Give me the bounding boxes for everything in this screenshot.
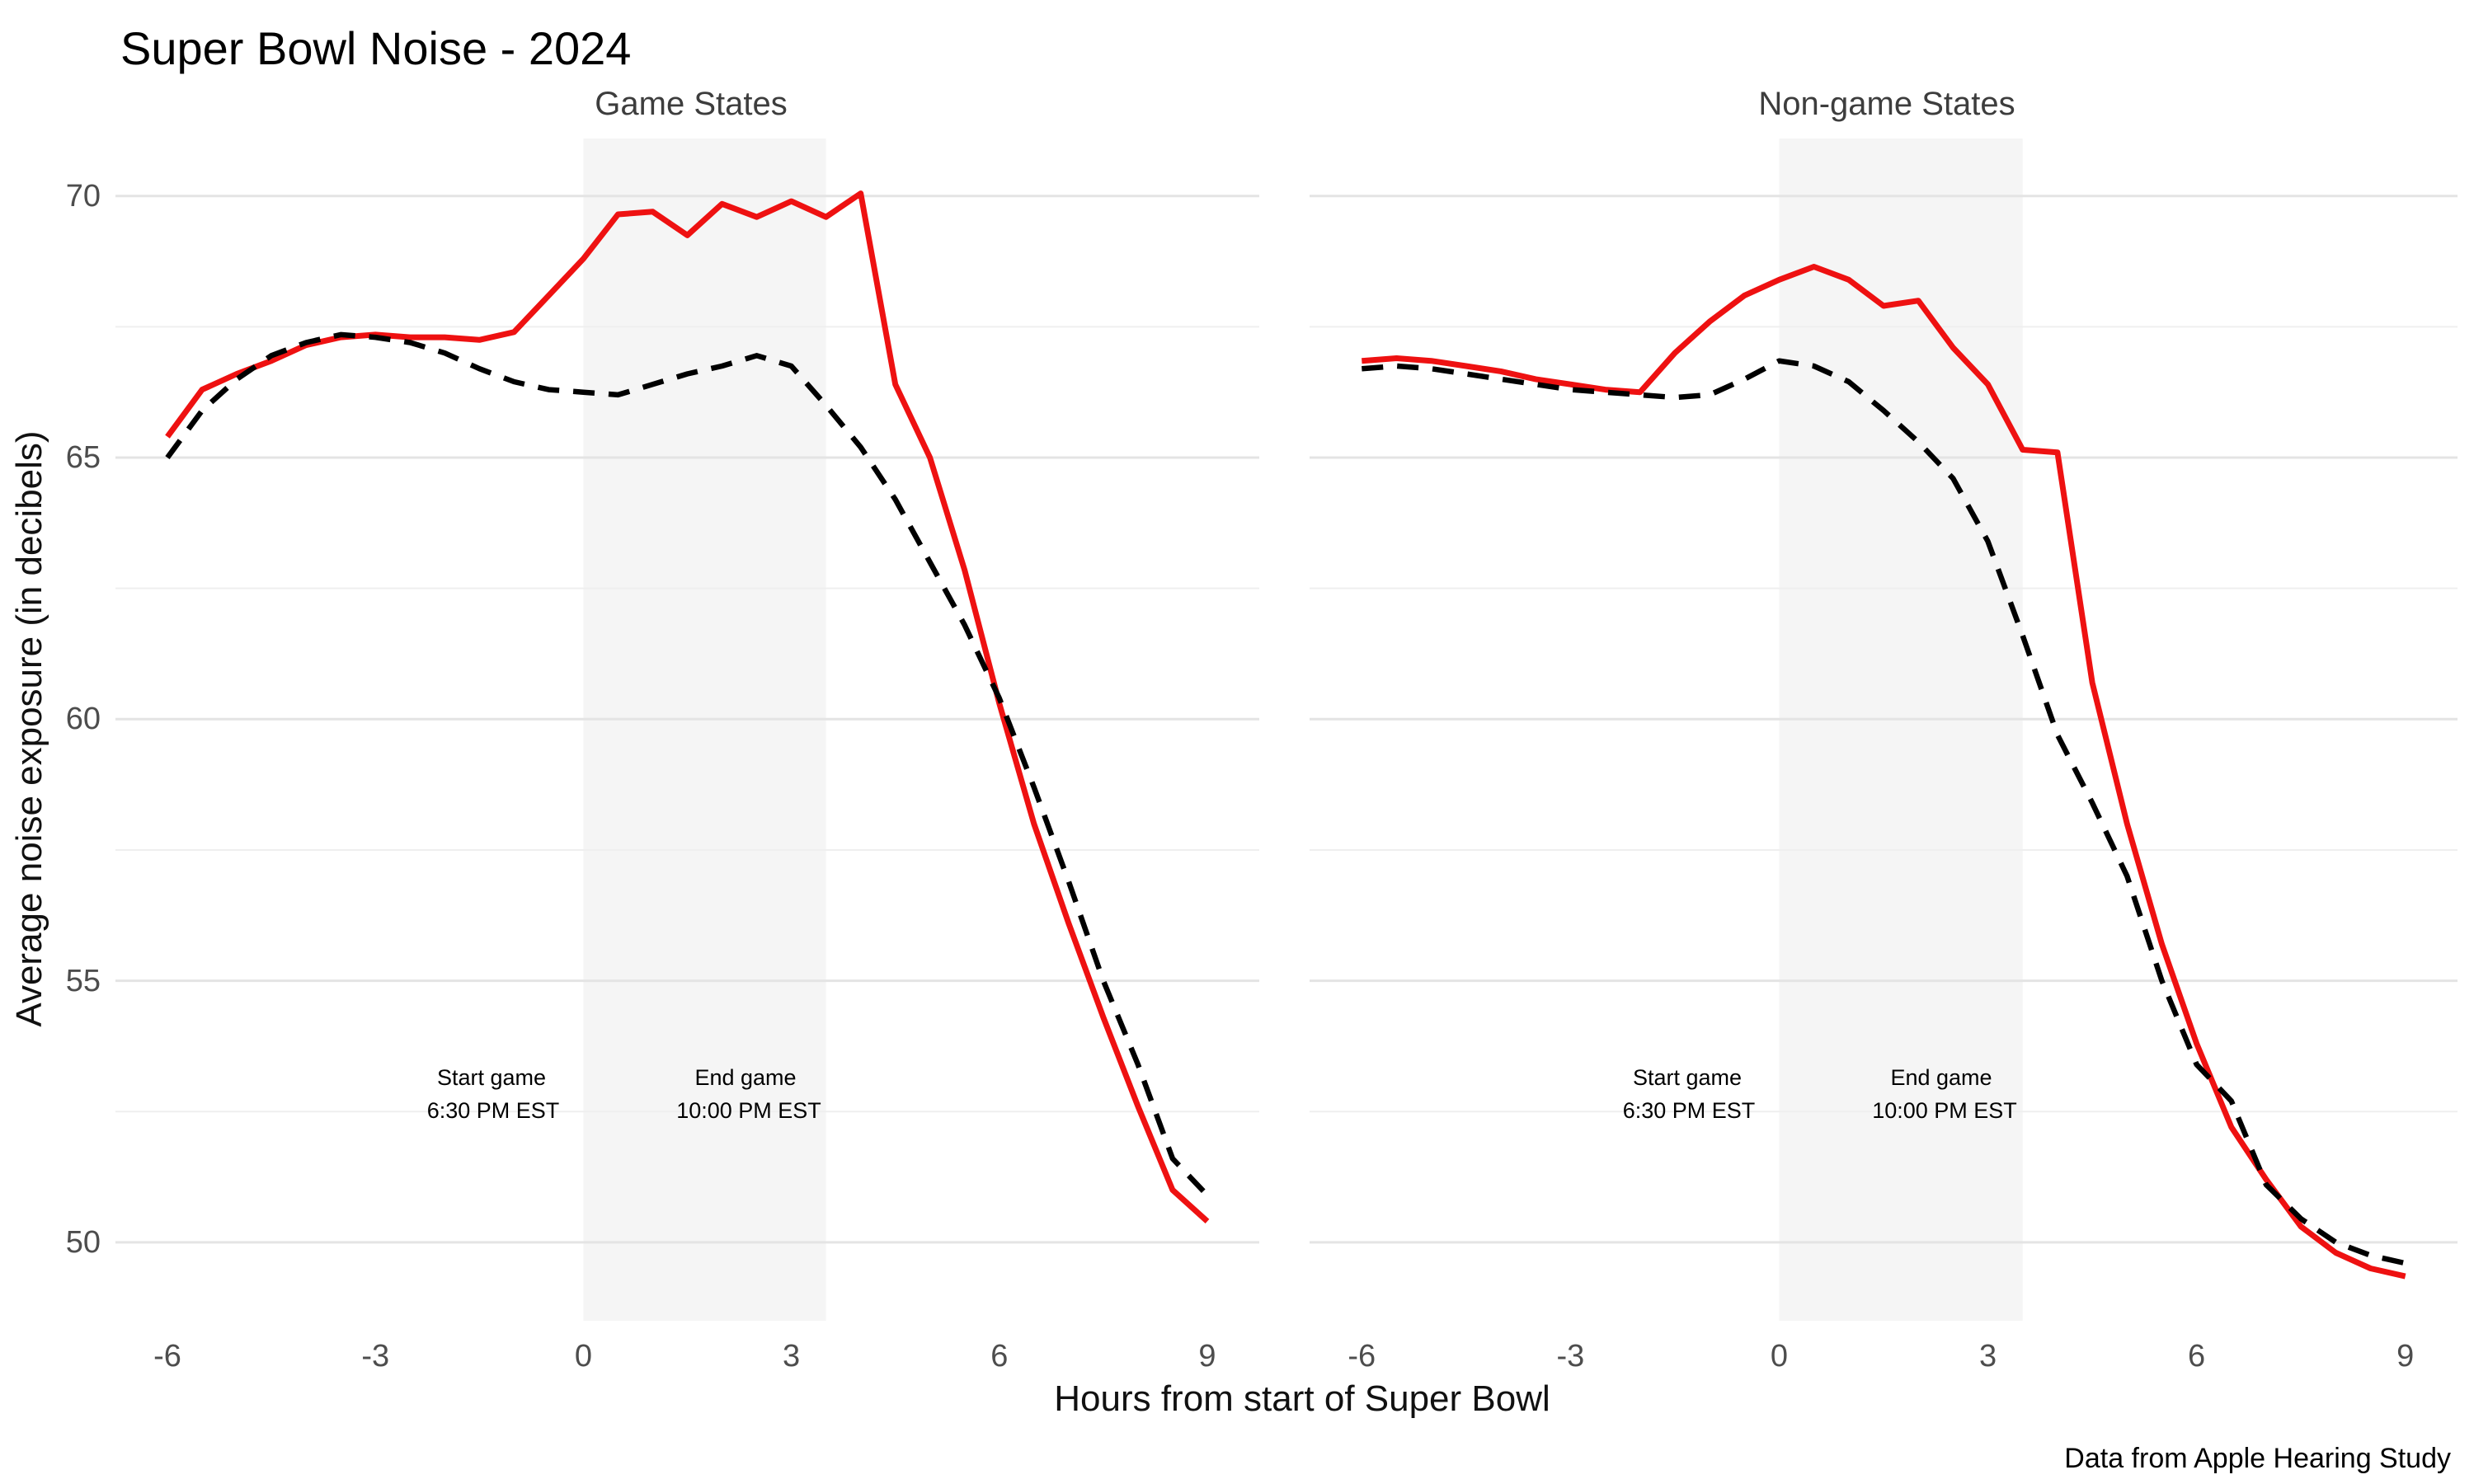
chart-title: Super Bowl Noise - 2024 [120,22,632,74]
panel-title-non-game-states: Non-game States [1758,86,2015,122]
x-tick-label: -6 [153,1339,181,1374]
noise-line-black-dashed-game-states [165,331,1210,1197]
x-tick-label: 3 [1978,1339,1997,1374]
y-tick-label: 70 [65,178,101,214]
annotation-start-time-right: 6:30 PM EST [1622,1098,1756,1123]
x-tick-label: 9 [2396,1339,2415,1374]
annotation-start-game-right: Start game [1632,1065,1743,1090]
annotation-start-game-left: Start game [436,1065,547,1090]
annotation-end-game-right: End game [1890,1065,1992,1090]
caption: Data from Apple Hearing Study [2064,1443,2451,1474]
game-period-band [1779,139,2023,1321]
y-tick-label: 65 [65,440,101,476]
x-tick-label: 6 [2188,1339,2206,1374]
noise-line-black-dashed-non-game-states [1362,358,2406,1266]
annotation-start-time-left: 6:30 PM EST [426,1098,560,1123]
x-tick-label: 3 [783,1339,801,1374]
annotation-end-time-right: 10:00 PM EST [1872,1098,2017,1123]
annotation-end-game-left: End game [694,1065,797,1090]
x-tick-label: 0 [574,1339,592,1374]
x-tick-label: -3 [361,1339,390,1374]
x-tick-label: 6 [990,1339,1009,1374]
annotation-end-time-left: 10:00 PM EST [676,1098,821,1123]
game-period-band [583,139,826,1321]
x-tick-label: -3 [1556,1339,1585,1374]
y-tick-label: 50 [65,1224,101,1260]
x-axis-title: Hours from start of Super Bowl [1054,1378,1550,1419]
x-tick-label: 9 [1198,1339,1216,1374]
x-tick-label: -6 [1348,1339,1376,1374]
y-tick-label: 60 [65,702,101,737]
panel-title-game-states: Game States [595,86,788,122]
x-tick-label: 0 [1770,1339,1789,1374]
noise-line-red-solid-non-game-states [1362,264,2406,1280]
y-tick-label: 55 [65,963,101,998]
